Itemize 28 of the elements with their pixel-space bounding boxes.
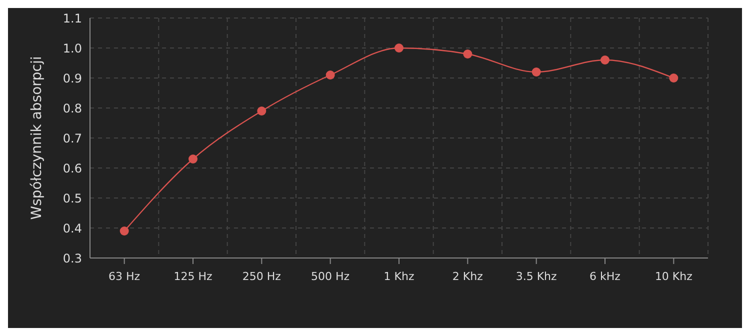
y-tick-label: 0.8 (62, 101, 82, 116)
y-tick-label: 1.0 (62, 41, 82, 56)
point (532, 68, 541, 76)
x-tick-label: 500 Hz (311, 270, 350, 283)
point (394, 44, 404, 52)
x-tick-label: 63 Hz (108, 270, 140, 283)
point (463, 50, 472, 58)
x-tick-label: 10 Khz (654, 270, 693, 283)
x-tick-label: 250 Hz (242, 270, 282, 283)
point (600, 56, 610, 64)
y-axis-title: Współczynnik absorpcji (28, 56, 45, 220)
point (120, 226, 129, 236)
x-tick-label: 125 Hz (174, 270, 212, 283)
y-tick-label: 0.4 (62, 221, 82, 236)
x-tick-label: 3.5 Khz (516, 270, 558, 283)
point (188, 154, 198, 164)
y-tick-label: 0.7 (62, 131, 82, 146)
point (669, 74, 678, 82)
y-tick-label: 0.5 (62, 191, 82, 206)
y-tick-label: 0.6 (62, 161, 82, 176)
point (257, 106, 266, 116)
point (326, 70, 335, 80)
y-tick-label: 0.3 (62, 251, 82, 266)
x-tick-label: 1 Khz (384, 270, 414, 283)
x-tick-label: 6 kHz (590, 270, 621, 283)
x-tick-label: 2 Khz (452, 270, 484, 283)
y-tick-label: 0.9 (62, 71, 82, 86)
y-tick-label: 1.1 (62, 11, 82, 26)
